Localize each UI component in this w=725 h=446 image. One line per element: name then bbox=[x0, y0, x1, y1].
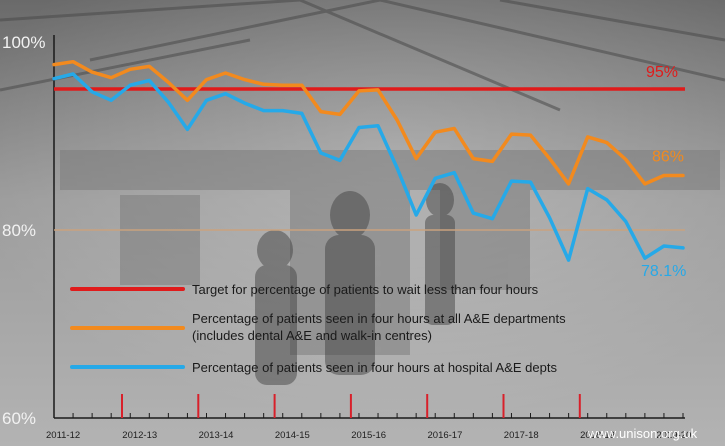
x-tick-label: 2019-20 bbox=[656, 430, 691, 441]
data-point bbox=[148, 79, 151, 82]
data-point bbox=[586, 135, 589, 139]
data-point bbox=[71, 60, 75, 63]
data-point bbox=[224, 92, 227, 95]
legend-label: Percentage of patients seen in four hour… bbox=[192, 311, 566, 326]
data-point bbox=[624, 158, 628, 161]
data-point bbox=[90, 70, 94, 74]
data-point bbox=[281, 84, 284, 87]
data-point bbox=[662, 244, 666, 248]
data-point bbox=[662, 174, 666, 177]
legend-item: Percentage of patients seen in four hour… bbox=[70, 311, 566, 343]
x-tick-label: 2013-14 bbox=[199, 430, 234, 441]
end-label-hospital-ae: 78.1% bbox=[641, 263, 686, 280]
data-point bbox=[262, 83, 265, 86]
data-point bbox=[395, 118, 399, 122]
data-point bbox=[167, 81, 170, 84]
data-point bbox=[414, 213, 418, 217]
x-tick-label: 2017-18 bbox=[504, 430, 539, 441]
legend-label-line2: (includes dental A&E and walk-in centres… bbox=[192, 328, 432, 343]
data-point bbox=[243, 101, 246, 105]
data-point bbox=[453, 171, 456, 174]
data-point bbox=[681, 246, 685, 250]
data-point bbox=[357, 126, 361, 129]
data-point bbox=[186, 99, 189, 102]
data-point bbox=[129, 84, 132, 87]
data-point bbox=[605, 198, 608, 202]
x-tick-label: 2018-19 bbox=[580, 430, 615, 441]
data-point bbox=[681, 174, 685, 177]
data-point bbox=[586, 187, 589, 190]
data-point bbox=[129, 68, 132, 71]
legend-label: Percentage of patients seen in four hour… bbox=[192, 360, 557, 375]
data-point bbox=[548, 216, 551, 219]
data-point bbox=[453, 127, 456, 130]
y-tick-label: 100% bbox=[2, 33, 45, 52]
data-point bbox=[529, 180, 532, 184]
data-point bbox=[319, 151, 323, 155]
y-tick-label: 80% bbox=[2, 221, 36, 240]
data-point bbox=[491, 160, 494, 163]
y-tick-label: 60% bbox=[2, 409, 36, 428]
data-point bbox=[262, 109, 265, 112]
data-point bbox=[376, 124, 380, 127]
data-point bbox=[472, 157, 475, 160]
credit-url: www.unison.org.uk bbox=[587, 426, 698, 441]
data-point bbox=[243, 78, 246, 81]
data-point bbox=[643, 182, 647, 186]
data-point bbox=[224, 71, 227, 75]
data-point bbox=[148, 65, 151, 68]
data-point bbox=[434, 131, 437, 134]
legend-label: Target for percentage of patients to wai… bbox=[192, 282, 539, 297]
data-point bbox=[71, 72, 75, 76]
data-point bbox=[624, 220, 628, 223]
data-point bbox=[414, 157, 418, 160]
data-point bbox=[472, 211, 475, 215]
data-point bbox=[548, 157, 551, 160]
data-point bbox=[281, 109, 284, 112]
data-point bbox=[529, 133, 532, 137]
data-point bbox=[167, 100, 170, 104]
data-point bbox=[52, 77, 56, 80]
data-point bbox=[491, 217, 494, 220]
data-point bbox=[338, 113, 342, 116]
legend-item: Percentage of patients seen in four hour… bbox=[70, 360, 557, 375]
data-point bbox=[90, 90, 94, 94]
legend-item: Target for percentage of patients to wai… bbox=[70, 282, 539, 297]
data-point bbox=[510, 179, 513, 183]
data-point bbox=[434, 177, 437, 180]
data-point bbox=[300, 112, 303, 115]
x-tick-label: 2011-12 bbox=[46, 430, 80, 441]
data-point bbox=[319, 110, 323, 113]
data-point bbox=[338, 159, 342, 162]
data-point bbox=[186, 128, 189, 131]
data-point bbox=[357, 89, 361, 93]
target-label: 95% bbox=[646, 64, 678, 81]
data-point bbox=[109, 99, 113, 102]
data-point bbox=[205, 78, 208, 81]
data-point bbox=[109, 76, 113, 79]
x-tick-label: 2016-17 bbox=[428, 430, 463, 441]
data-point bbox=[567, 182, 570, 186]
x-tick-label: 2012-13 bbox=[122, 430, 157, 441]
data-point bbox=[52, 63, 56, 66]
x-tick-label: 2015-16 bbox=[351, 430, 386, 441]
data-point bbox=[395, 166, 399, 170]
data-point bbox=[510, 132, 513, 136]
data-point bbox=[643, 257, 647, 260]
data-point bbox=[605, 141, 608, 144]
series-line-all-ae bbox=[52, 59, 685, 186]
data-point bbox=[376, 88, 380, 92]
x-tick-label: 2014-15 bbox=[275, 430, 310, 441]
data-point bbox=[300, 84, 303, 87]
end-label-all-ae: 86% bbox=[652, 148, 684, 165]
series-line-hospital-ae bbox=[52, 72, 685, 262]
data-point bbox=[567, 258, 570, 262]
data-point bbox=[205, 99, 208, 102]
